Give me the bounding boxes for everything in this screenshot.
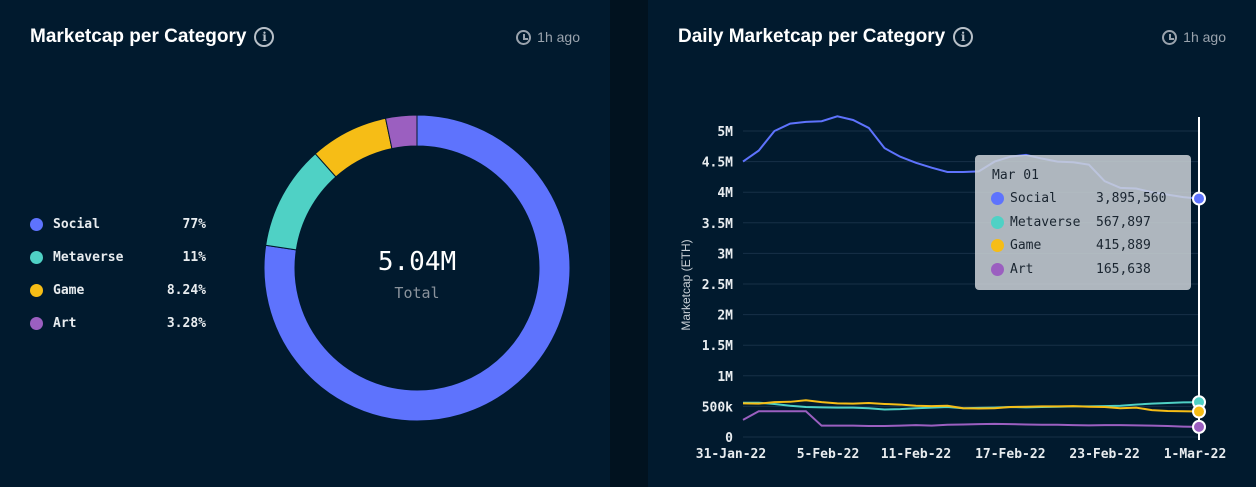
y-tick-label: 4.5M — [702, 156, 733, 171]
legend-item-social[interactable]: Social 77% — [30, 208, 206, 241]
legend-item-game[interactable]: Game 8.24% — [30, 274, 206, 307]
tooltip-series-name: Metaverse — [1010, 214, 1081, 230]
tooltip-series-name: Art — [1010, 261, 1034, 277]
marketcap-per-category-panel: Marketcap per Category i 1h ago Social 77… — [0, 0, 610, 487]
legend-dot — [30, 251, 43, 264]
donut-slice-social[interactable] — [263, 114, 571, 422]
legend-dot — [30, 218, 43, 231]
tooltip-dot — [991, 239, 1004, 252]
y-tick-label: 3M — [717, 247, 733, 262]
legend-percent: 11% — [182, 250, 206, 265]
tooltip-row-social: Social 3,895,560 — [991, 191, 1166, 206]
y-tick-label: 5M — [717, 125, 733, 140]
x-tick-label: 17-Feb-22 — [975, 447, 1045, 462]
legend-label: Game — [53, 283, 85, 298]
tooltip-value: 165,638 — [1096, 261, 1151, 277]
info-icon[interactable]: i — [953, 27, 974, 47]
y-tick-label: 1.5M — [702, 339, 733, 354]
legend-percent: 3.28% — [166, 316, 206, 331]
donut-total-label: Total — [394, 284, 439, 302]
tooltip-value: 415,889 — [1096, 238, 1151, 253]
tooltip-row-metaverse: Metaverse 567,897 — [991, 215, 1151, 230]
legend-item-metaverse[interactable]: Metaverse 11% — [30, 241, 206, 274]
tooltip-row-art: Art 165,638 — [991, 262, 1151, 277]
clock-refresh-icon — [516, 29, 532, 45]
panel-title: Marketcap per Category i — [30, 26, 275, 48]
x-tick-label: 11-Feb-22 — [881, 447, 951, 462]
tooltip-dot — [991, 215, 1004, 229]
legend-percent: 8.24% — [166, 283, 206, 298]
x-tick-label: 1-Mar-22 — [1164, 447, 1227, 462]
y-tick-label: 4M — [717, 186, 733, 201]
legend-label: Social — [53, 217, 100, 232]
y-tick-label: 2M — [717, 309, 733, 324]
hover-point-social[interactable] — [1192, 191, 1206, 206]
y-tick-label: 1M — [717, 370, 733, 385]
y-tick-label: 3.5M — [702, 217, 733, 232]
updated-text: 1h ago — [1183, 29, 1226, 45]
y-tick-label: 2.5M — [702, 278, 733, 293]
last-updated: 1h ago — [516, 29, 580, 45]
clock-refresh-icon — [1162, 29, 1178, 45]
legend-label: Metaverse — [53, 250, 124, 265]
hover-point-art[interactable] — [1192, 419, 1206, 434]
last-updated: 1h ago — [1162, 29, 1226, 45]
panel-title: Daily Marketcap per Category i — [678, 26, 974, 48]
donut-slice-art[interactable] — [384, 114, 418, 150]
info-icon[interactable]: i — [254, 27, 275, 47]
tooltip-row-game: Game 415,889 — [991, 238, 1151, 253]
y-axis-label: Marketcap (ETH) — [679, 239, 693, 330]
chart-tooltip: Mar 01 Social 3,895,560 Metaverse 567,897 Ga… — [975, 155, 1191, 290]
tooltip-value: 3,895,560 — [1096, 191, 1167, 206]
series-line-game[interactable] — [742, 399, 1200, 413]
title-text: Marketcap per Category — [30, 26, 247, 47]
tooltip-dot — [991, 262, 1004, 276]
tooltip-series-name: Social — [1010, 191, 1057, 206]
title-text: Daily Marketcap per Category — [678, 26, 946, 47]
donut-legend: Social 77% Metaverse 11% Game 8.24% Art 3.28% — [30, 208, 206, 340]
legend-percent: 77% — [182, 217, 206, 232]
donut-chart: 5.04M Total — [263, 114, 571, 422]
y-tick-label: 0 — [725, 431, 733, 446]
tooltip-series-name: Game — [1010, 238, 1042, 253]
tooltip-dot — [991, 192, 1004, 205]
series-line-art[interactable] — [742, 410, 1200, 428]
x-tick-label: 23-Feb-22 — [1069, 447, 1139, 462]
legend-dot — [30, 317, 43, 330]
donut-total-value: 5.04M — [378, 247, 456, 277]
x-tick-label: 5-Feb-22 — [797, 447, 860, 462]
y-tick-label: 500k — [702, 400, 733, 415]
legend-item-art[interactable]: Art 3.28% — [30, 307, 206, 340]
x-tick-label: 31-Jan-22 — [696, 447, 766, 462]
legend-dot — [30, 284, 43, 297]
updated-text: 1h ago — [537, 29, 580, 45]
tooltip-value: 567,897 — [1096, 214, 1151, 230]
legend-label: Art — [53, 316, 77, 331]
tooltip-date: Mar 01 — [992, 168, 1039, 183]
hover-point-game[interactable] — [1192, 404, 1206, 419]
